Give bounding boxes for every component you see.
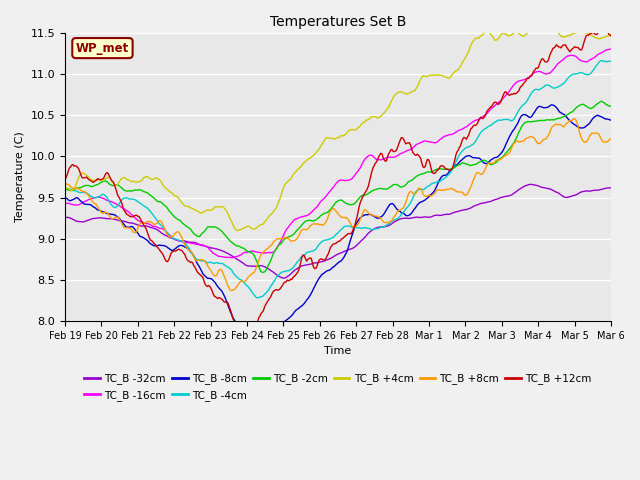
TC_B -2cm bbox=[61, 186, 68, 192]
TC_B +4cm bbox=[607, 31, 615, 37]
TC_B -4cm bbox=[598, 58, 606, 63]
TC_B -32cm bbox=[607, 185, 615, 191]
Line: TC_B -4cm: TC_B -4cm bbox=[65, 60, 611, 298]
TC_B -8cm bbox=[256, 340, 264, 346]
TC_B -4cm bbox=[254, 295, 262, 300]
TC_B -8cm bbox=[559, 111, 567, 117]
TC_B +8cm bbox=[463, 191, 471, 197]
TC_B -32cm bbox=[280, 275, 288, 281]
TC_B +12cm bbox=[247, 347, 255, 352]
TC_B -2cm bbox=[607, 103, 615, 109]
Line: TC_B +12cm: TC_B +12cm bbox=[65, 25, 611, 349]
TC_B -16cm bbox=[558, 58, 566, 63]
TC_B -2cm bbox=[463, 161, 471, 167]
TC_B +12cm bbox=[607, 33, 615, 39]
TC_B -4cm bbox=[231, 272, 239, 278]
TC_B +12cm bbox=[61, 176, 68, 181]
TC_B -16cm bbox=[232, 254, 240, 260]
TC_B +12cm bbox=[394, 144, 402, 149]
Line: TC_B +8cm: TC_B +8cm bbox=[65, 119, 611, 290]
TC_B +4cm bbox=[233, 228, 241, 234]
TC_B -4cm bbox=[463, 144, 471, 150]
TC_B -4cm bbox=[368, 227, 376, 232]
TC_B +4cm bbox=[463, 51, 471, 57]
TC_B -32cm bbox=[526, 181, 534, 187]
TC_B +4cm bbox=[559, 34, 567, 40]
TC_B -8cm bbox=[607, 117, 615, 123]
TC_B -2cm bbox=[231, 242, 239, 248]
TC_B +4cm bbox=[231, 226, 239, 231]
TC_B +4cm bbox=[539, 21, 547, 27]
TC_B +4cm bbox=[292, 168, 300, 174]
TC_B -8cm bbox=[368, 212, 376, 218]
TC_B +8cm bbox=[394, 208, 402, 214]
TC_B -4cm bbox=[61, 184, 68, 190]
TC_B -16cm bbox=[463, 123, 471, 129]
TC_B +8cm bbox=[228, 288, 236, 293]
TC_B -2cm bbox=[292, 228, 300, 234]
TC_B -4cm bbox=[292, 260, 300, 266]
Legend: TC_B -32cm, TC_B -16cm, TC_B -8cm, TC_B -4cm, TC_B -2cm, TC_B +4cm, TC_B +8cm, T: TC_B -32cm, TC_B -16cm, TC_B -8cm, TC_B … bbox=[80, 370, 596, 405]
TC_B +8cm bbox=[368, 212, 376, 218]
TC_B -2cm bbox=[558, 114, 566, 120]
TC_B -16cm bbox=[228, 255, 236, 261]
TC_B +8cm bbox=[571, 116, 579, 121]
X-axis label: Time: Time bbox=[324, 346, 351, 356]
TC_B -2cm bbox=[394, 182, 402, 188]
TC_B -2cm bbox=[597, 98, 605, 104]
TC_B +12cm bbox=[558, 43, 566, 49]
Title: Temperatures Set B: Temperatures Set B bbox=[270, 15, 406, 29]
TC_B -32cm bbox=[394, 217, 402, 223]
TC_B -32cm bbox=[463, 206, 471, 212]
TC_B -16cm bbox=[61, 200, 68, 206]
TC_B -32cm bbox=[61, 215, 68, 220]
TC_B -4cm bbox=[558, 82, 566, 87]
Line: TC_B -32cm: TC_B -32cm bbox=[65, 184, 611, 278]
Line: TC_B +4cm: TC_B +4cm bbox=[65, 24, 611, 231]
TC_B -16cm bbox=[292, 216, 300, 222]
TC_B +12cm bbox=[231, 320, 239, 326]
TC_B +4cm bbox=[61, 185, 68, 191]
TC_B -32cm bbox=[368, 228, 376, 233]
TC_B -8cm bbox=[231, 318, 239, 324]
TC_B +12cm bbox=[292, 271, 300, 277]
Text: WP_met: WP_met bbox=[76, 42, 129, 55]
Y-axis label: Temperature (C): Temperature (C) bbox=[15, 132, 25, 222]
TC_B -2cm bbox=[368, 188, 376, 194]
Line: TC_B -8cm: TC_B -8cm bbox=[65, 105, 611, 343]
TC_B -8cm bbox=[463, 153, 471, 159]
TC_B -32cm bbox=[292, 266, 300, 272]
TC_B -32cm bbox=[559, 193, 567, 199]
TC_B +8cm bbox=[292, 236, 300, 242]
TC_B +12cm bbox=[368, 169, 376, 175]
TC_B +4cm bbox=[394, 90, 402, 96]
TC_B +8cm bbox=[558, 123, 566, 129]
TC_B -8cm bbox=[61, 195, 68, 201]
TC_B +8cm bbox=[607, 136, 615, 142]
TC_B -4cm bbox=[394, 216, 402, 221]
Line: TC_B -2cm: TC_B -2cm bbox=[65, 101, 611, 272]
TC_B +8cm bbox=[61, 181, 68, 187]
TC_B -16cm bbox=[607, 46, 615, 52]
TC_B -32cm bbox=[231, 255, 239, 261]
TC_B +12cm bbox=[598, 22, 606, 28]
TC_B -8cm bbox=[394, 207, 402, 213]
TC_B -16cm bbox=[394, 153, 402, 158]
TC_B -2cm bbox=[259, 269, 266, 275]
TC_B -8cm bbox=[548, 102, 556, 108]
TC_B -8cm bbox=[292, 307, 300, 312]
TC_B +4cm bbox=[368, 114, 376, 120]
TC_B +8cm bbox=[232, 285, 240, 290]
TC_B -16cm bbox=[368, 152, 376, 158]
TC_B +12cm bbox=[463, 134, 471, 140]
Line: TC_B -16cm: TC_B -16cm bbox=[65, 49, 611, 258]
TC_B -4cm bbox=[607, 59, 615, 64]
